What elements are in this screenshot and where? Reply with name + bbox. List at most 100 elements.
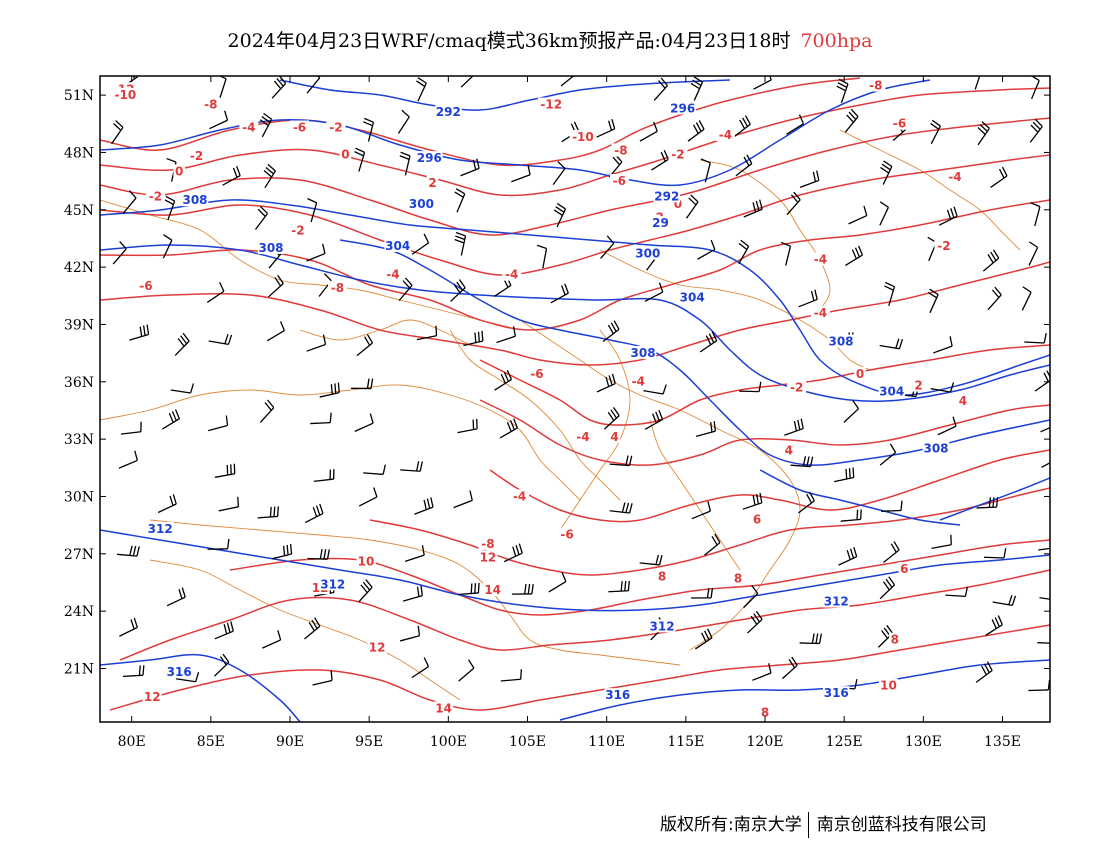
temperature-label: -4 xyxy=(632,375,645,389)
temperature-label: 6 xyxy=(900,562,908,576)
temperature-isotherm xyxy=(109,624,1050,711)
wind-barb xyxy=(790,456,814,468)
lat-tick-label: 51N xyxy=(64,88,94,104)
wind-barb xyxy=(786,114,805,135)
wind-barb xyxy=(416,77,427,102)
contour-label-bg xyxy=(145,189,165,203)
contour-label-bg xyxy=(810,252,830,266)
wind-barb xyxy=(840,509,862,522)
height-label: 304 xyxy=(879,384,904,398)
lat-tick-label: 27N xyxy=(64,547,94,563)
border-line xyxy=(599,249,871,371)
temperature-contours xyxy=(100,77,1050,711)
height-contour xyxy=(759,469,961,526)
wind-barb xyxy=(695,628,713,650)
map-content: -12-10-8-6-4-2-200-22-2-4-4-6-8-12-10-8-… xyxy=(100,76,1050,722)
contour-label-bg xyxy=(384,239,411,253)
wind-barb xyxy=(402,585,423,602)
contour-label-bg xyxy=(854,367,866,381)
height-label: 308 xyxy=(258,241,283,255)
map-title: 2024年04月23日WRF/cmaq模式36km预报产品:04月23日18时 7… xyxy=(0,26,1100,53)
contour-label-bg xyxy=(383,267,403,281)
contour-label-bg xyxy=(668,147,688,161)
contour-label-bg xyxy=(957,393,969,407)
lon-tick-label: 80E xyxy=(118,734,146,750)
wind-barb xyxy=(1038,547,1050,551)
contour-label-bg xyxy=(142,690,162,704)
wind-barb xyxy=(257,506,280,519)
lat-tick-label: 39N xyxy=(64,317,94,333)
contour-label-bg xyxy=(435,105,462,119)
footer-divider xyxy=(807,812,809,838)
contour-label-bg xyxy=(239,120,259,134)
wind-barb xyxy=(266,321,285,342)
temperature-label: 4 xyxy=(959,394,967,408)
temperature-label: -4 xyxy=(719,128,732,142)
wind-barb xyxy=(411,233,430,255)
wind-barb xyxy=(644,409,664,430)
temperature-isotherm xyxy=(100,87,1050,197)
wind-barb xyxy=(307,198,318,223)
temperature-isotherm xyxy=(100,154,1050,276)
map-title-main: 2024年04月23日WRF/cmaq模式36km预报产品:04月23日18时 xyxy=(227,30,791,52)
temperature-label: 14 xyxy=(484,583,501,597)
wind-barb xyxy=(499,418,519,439)
contour-label-bg xyxy=(783,443,795,457)
height-label: 292 xyxy=(654,189,679,203)
contour-label-bg xyxy=(751,512,763,526)
contour-label-bg xyxy=(478,550,498,564)
contour-label-bg xyxy=(165,665,193,679)
wind-barb xyxy=(644,282,664,302)
wind-barb xyxy=(494,370,513,391)
border-line xyxy=(699,159,831,311)
wind-barb xyxy=(400,461,423,472)
wind-barb xyxy=(503,543,523,563)
wind-barb xyxy=(123,665,145,678)
contour-label-bg xyxy=(732,571,744,585)
wind-barb xyxy=(450,279,466,302)
contour-label-bg xyxy=(112,88,139,102)
wind-barb xyxy=(398,277,413,302)
temperature-label: -2 xyxy=(329,121,342,135)
geopotential-height-contours xyxy=(100,79,1050,722)
wind-barb xyxy=(536,244,548,269)
wind-barb xyxy=(170,383,195,394)
wind-barb xyxy=(938,206,958,226)
contour-label-bg xyxy=(356,554,376,568)
wind-barb xyxy=(213,653,230,677)
contour-label-bg xyxy=(502,267,522,281)
wind-barb xyxy=(747,610,763,634)
wind-barb xyxy=(404,545,425,562)
wind-barb xyxy=(653,77,668,101)
temperature-label: -8 xyxy=(869,78,882,92)
temperature-label: -8 xyxy=(331,281,344,295)
temperature-label: 0 xyxy=(175,164,183,178)
height-contour xyxy=(100,244,1050,403)
wind-barb xyxy=(879,338,904,350)
wind-barb xyxy=(118,450,138,469)
temperature-isotherm xyxy=(100,199,1050,331)
temperature-isotherm xyxy=(229,539,1050,616)
temperature-label: -6 xyxy=(530,367,543,381)
contour-label-bg xyxy=(319,577,346,591)
wind-barb xyxy=(209,110,229,130)
height-contour xyxy=(559,659,1050,721)
wind-barb xyxy=(259,112,273,138)
wind-barb xyxy=(218,76,227,99)
wind-barb xyxy=(306,76,321,94)
contour-label-bg xyxy=(609,174,629,188)
wind-barb xyxy=(254,205,268,230)
wind-barb xyxy=(983,548,1007,559)
height-label: 296 xyxy=(417,151,442,165)
wind-barb xyxy=(845,245,864,266)
border-line xyxy=(519,319,801,651)
height-contour xyxy=(279,79,731,111)
contour-label-bg xyxy=(408,196,435,210)
height-label: 308 xyxy=(923,442,948,456)
border-line xyxy=(649,419,741,571)
contour-label-bg xyxy=(922,441,950,455)
temperature-label: 10 xyxy=(358,554,375,568)
wind-barb xyxy=(687,120,705,142)
wind-barb xyxy=(930,119,941,145)
wind-barb xyxy=(976,497,999,509)
